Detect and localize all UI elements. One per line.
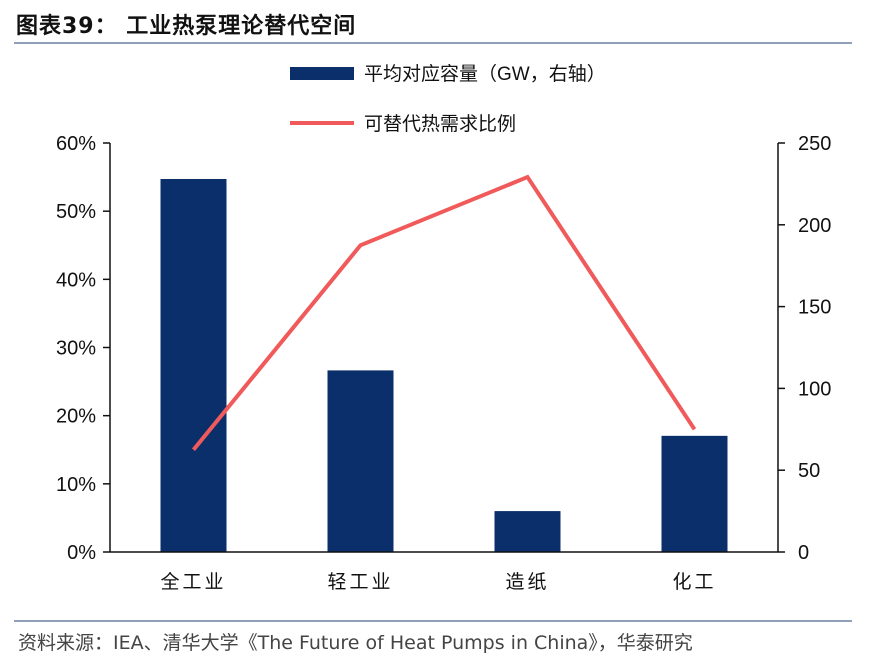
bar-3 [494,511,561,552]
x-tick-label: 全工业 [160,571,226,593]
x-axis-labels: 全工业 轻工业 造纸 化工 [160,571,716,593]
line-series [191,174,697,452]
left-tick-label: 50% [56,201,96,223]
right-tick-label: 200 [798,215,831,237]
left-tick-label: 0% [67,542,96,564]
right-axis-ticks: 0 50 100 150 200 250 [778,133,831,564]
legend-line-label: 可替代热需求比例 [364,113,516,135]
legend-bar-swatch [290,67,354,80]
legend-bar-label: 平均对应容量（GW，右轴） [364,63,606,85]
figure-title: 图表39： 工业热泵理论替代空间 [16,14,357,39]
x-tick-label: 造纸 [505,571,549,593]
right-tick-label: 150 [798,297,831,319]
right-tick-label: 250 [798,133,831,155]
left-axis-ticks: 0% 10% 20% 30% 40% 50% 60% [56,133,110,564]
combo-chart: 平均对应容量（GW，右轴） 可替代热需求比例 0% 10% 20% 30% 40% 50%… [56,63,831,593]
left-tick-label: 40% [56,269,96,291]
legend: 平均对应容量（GW，右轴） 可替代热需求比例 [290,63,606,135]
right-tick-label: 100 [798,378,831,400]
ratio-line [191,174,697,452]
right-tick-label: 50 [798,460,820,482]
left-tick-label: 60% [56,133,96,155]
right-tick-label: 0 [798,542,809,564]
bar-2 [327,370,394,552]
source-note: 资料来源：IEA、清华大学《The Future of Heat Pumps i… [18,632,693,654]
left-tick-label: 10% [56,474,96,496]
x-tick-label: 化工 [672,571,716,593]
x-tick-label: 轻工业 [327,571,393,593]
title-rule [14,42,852,44]
source-rule [14,620,852,622]
bar-4 [661,435,728,552]
bar-1 [160,178,227,552]
bar-series [160,178,728,552]
left-tick-label: 20% [56,406,96,428]
left-tick-label: 30% [56,338,96,360]
